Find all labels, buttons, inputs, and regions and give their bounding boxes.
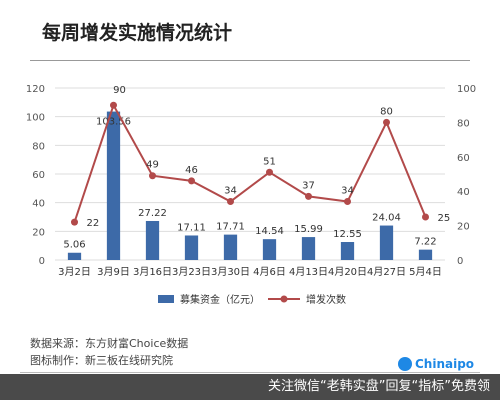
- bar: [184, 235, 199, 260]
- x-tick-label: 4月6日: [253, 266, 286, 278]
- bar-value-label: 103.56: [96, 117, 131, 128]
- x-tick-label: 3月9日: [97, 266, 130, 278]
- x-tick-label: 3月23日: [172, 266, 211, 278]
- footer-divider: [20, 372, 480, 373]
- bar-value-label: 24.04: [372, 213, 401, 224]
- legend-bar-swatch: [158, 295, 174, 303]
- x-tick-label: 3月2日: [58, 266, 91, 278]
- line-value-label: 80: [380, 106, 393, 117]
- header-divider: [30, 60, 470, 61]
- y-right-tick-label: 80: [457, 118, 470, 129]
- y-left-tick-label: 0: [39, 256, 45, 267]
- line-point: [422, 213, 429, 221]
- x-tick-label: 3月16日: [133, 266, 172, 278]
- combo-chart: 0 20 40 60 80 100 120 0 20 40 60 80 100 3月2日 5.06 3月9日 1…: [26, 84, 476, 306]
- bar: [106, 111, 121, 261]
- bar-value-label: 12.55: [333, 229, 362, 240]
- line-point: [266, 168, 273, 176]
- y-right-tick-label: 100: [457, 84, 476, 95]
- line-point: [227, 198, 234, 206]
- bar: [301, 237, 316, 260]
- x-tick-label: 4月13日: [289, 266, 328, 278]
- y-right-tick-label: 0: [457, 256, 463, 267]
- line-value-label: 90: [113, 85, 126, 96]
- line-point: [344, 198, 351, 206]
- line-value-label: 51: [263, 156, 276, 167]
- line-value-label: 22: [87, 218, 100, 229]
- line-series-path: [73, 102, 427, 223]
- bar: [340, 242, 355, 260]
- logo-icon: [398, 357, 412, 371]
- y-right-tick-label: 60: [457, 153, 470, 164]
- y-left-tick-label: 100: [26, 113, 45, 124]
- bar: [145, 220, 160, 260]
- bar-value-label: 14.54: [255, 226, 284, 237]
- y-left-tick-label: 60: [32, 170, 45, 181]
- y-right-tick-label: 40: [457, 187, 470, 198]
- line-point: [305, 192, 312, 200]
- x-tick-label: 4月27日: [367, 266, 406, 278]
- line-point: [149, 172, 156, 180]
- line-value-label: 46: [185, 165, 198, 176]
- bar-value-label: 27.22: [138, 208, 167, 219]
- line-point: [110, 101, 117, 109]
- y-left-tick-label: 120: [26, 84, 45, 95]
- line-point: [383, 118, 390, 126]
- line-value-label: 34: [341, 186, 354, 197]
- y-left-tick-label: 80: [32, 141, 45, 152]
- y-left-tick-label: 20: [32, 227, 45, 238]
- bar-value-label: 5.06: [63, 240, 85, 251]
- x-tick-label: 5月4日: [409, 266, 442, 278]
- data-source-note: 数据来源：东方财富Choice数据: [30, 337, 189, 350]
- bar: [262, 239, 277, 260]
- bar: [67, 252, 82, 260]
- y-left-tick-label: 40: [32, 199, 45, 210]
- line-value-label: 34: [224, 186, 237, 197]
- line-value-label: 37: [302, 180, 315, 191]
- legend-bar-label: 募集资金（亿元）: [180, 293, 260, 306]
- y-right-tick-label: 20: [457, 222, 470, 233]
- line-value-label: 49: [146, 160, 159, 171]
- x-tick-label: 4月20日: [328, 266, 367, 278]
- chart-title: 每周增发实施情况统计: [42, 22, 233, 44]
- logo-text: Chinaipo: [415, 357, 475, 371]
- legend-line-marker: [280, 295, 288, 303]
- bar-value-label: 17.71: [216, 222, 245, 233]
- chart-maker-note: 图标制作：新三板在线研究院: [30, 354, 173, 367]
- line-point: [188, 177, 195, 185]
- bar-value-label: 7.22: [414, 237, 436, 248]
- line-point: [71, 218, 78, 226]
- x-tick-label: 3月30日: [211, 266, 250, 278]
- bar: [418, 249, 433, 260]
- bar: [223, 234, 238, 260]
- bar-value-label: 15.99: [294, 224, 323, 235]
- footer-banner: 关注微信“老韩实盘”回复“指标”免费领: [0, 374, 500, 400]
- bar: [379, 225, 394, 260]
- bar-value-label: 17.11: [177, 222, 206, 233]
- chinaipo-logo: Chinaipo: [398, 357, 474, 371]
- legend-line-label: 增发次数: [306, 293, 346, 306]
- line-value-label: 25: [438, 213, 451, 224]
